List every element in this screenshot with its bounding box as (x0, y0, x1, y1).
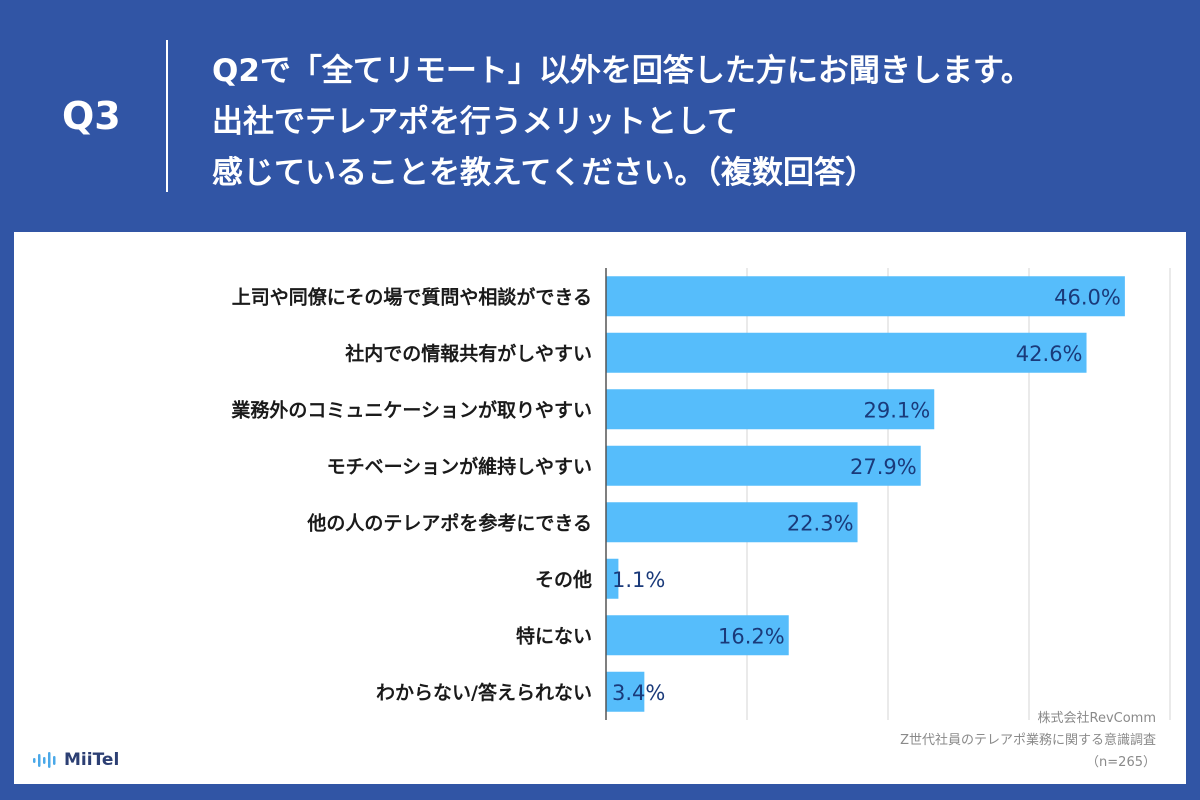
bar (606, 445, 921, 486)
logo-text: MiiTel (64, 750, 120, 770)
category-label: モチベーションが維持しやすい (327, 455, 592, 478)
source-note: 株式会社RevComm Z世代社員のテレアポ業務に関する意識調査 （n=265） (900, 708, 1156, 774)
category-label: 業務外のコミュニケーションが取りやすい (230, 398, 592, 421)
value-label: 46.0% (1054, 285, 1121, 309)
value-label: 16.2% (718, 624, 785, 648)
bar (606, 671, 645, 712)
question-text: Q2で「全てリモート」以外を回答した方にお聞きします。 出社でテレアポを行うメリ… (212, 46, 1172, 199)
source-sample: （n=265） (1086, 755, 1156, 770)
value-label: 27.9% (850, 455, 917, 479)
question-line-3: 感じていることを教えてください。（複数回答） (212, 155, 877, 191)
category-label: 他の人のテレアポを参考にできる (306, 511, 592, 534)
sound-wave-icon (33, 752, 56, 768)
bar (606, 276, 1125, 317)
source-survey: Z世代社員のテレアポ業務に関する意識調査 (900, 733, 1156, 748)
bar (606, 332, 1087, 373)
bar-chart: 上司や同僚にその場で質問や相談ができる 46.0% 社内での情報共有がしやすい 42.… (230, 268, 1171, 720)
value-label: 1.1% (612, 568, 665, 592)
bar (606, 502, 858, 543)
category-label: 上司や同僚にその場で質問や相談ができる (232, 285, 592, 308)
header: Q3 Q2で「全てリモート」以外を回答した方にお聞きします。 出社でテレアポを行… (0, 0, 1200, 232)
chart-panel: 上司や同僚にその場で質問や相談ができる 46.0% 社内での情報共有がしやすい 42.… (14, 232, 1186, 784)
header-divider (166, 40, 168, 192)
bar (606, 558, 619, 599)
category-label: わからない/答えられない (376, 681, 592, 704)
question-number: Q3 (62, 94, 121, 138)
category-label: その他 (535, 568, 592, 591)
category-label: 社内での情報共有がしやすい (344, 342, 592, 365)
value-label: 29.1% (864, 398, 931, 422)
bar (606, 389, 935, 430)
question-line-1: Q2で「全てリモート」以外を回答した方にお聞きします。 (212, 53, 1032, 89)
miitel-logo: MiiTel (32, 750, 119, 770)
value-label: 3.4% (612, 681, 665, 705)
question-line-2: 出社でテレアポを行うメリットとして (212, 104, 739, 140)
value-label: 42.6% (1016, 342, 1083, 366)
value-label: 22.3% (787, 511, 854, 535)
bar (606, 615, 789, 656)
source-company: 株式会社RevComm (1037, 711, 1157, 726)
category-label: 特にない (516, 625, 592, 647)
